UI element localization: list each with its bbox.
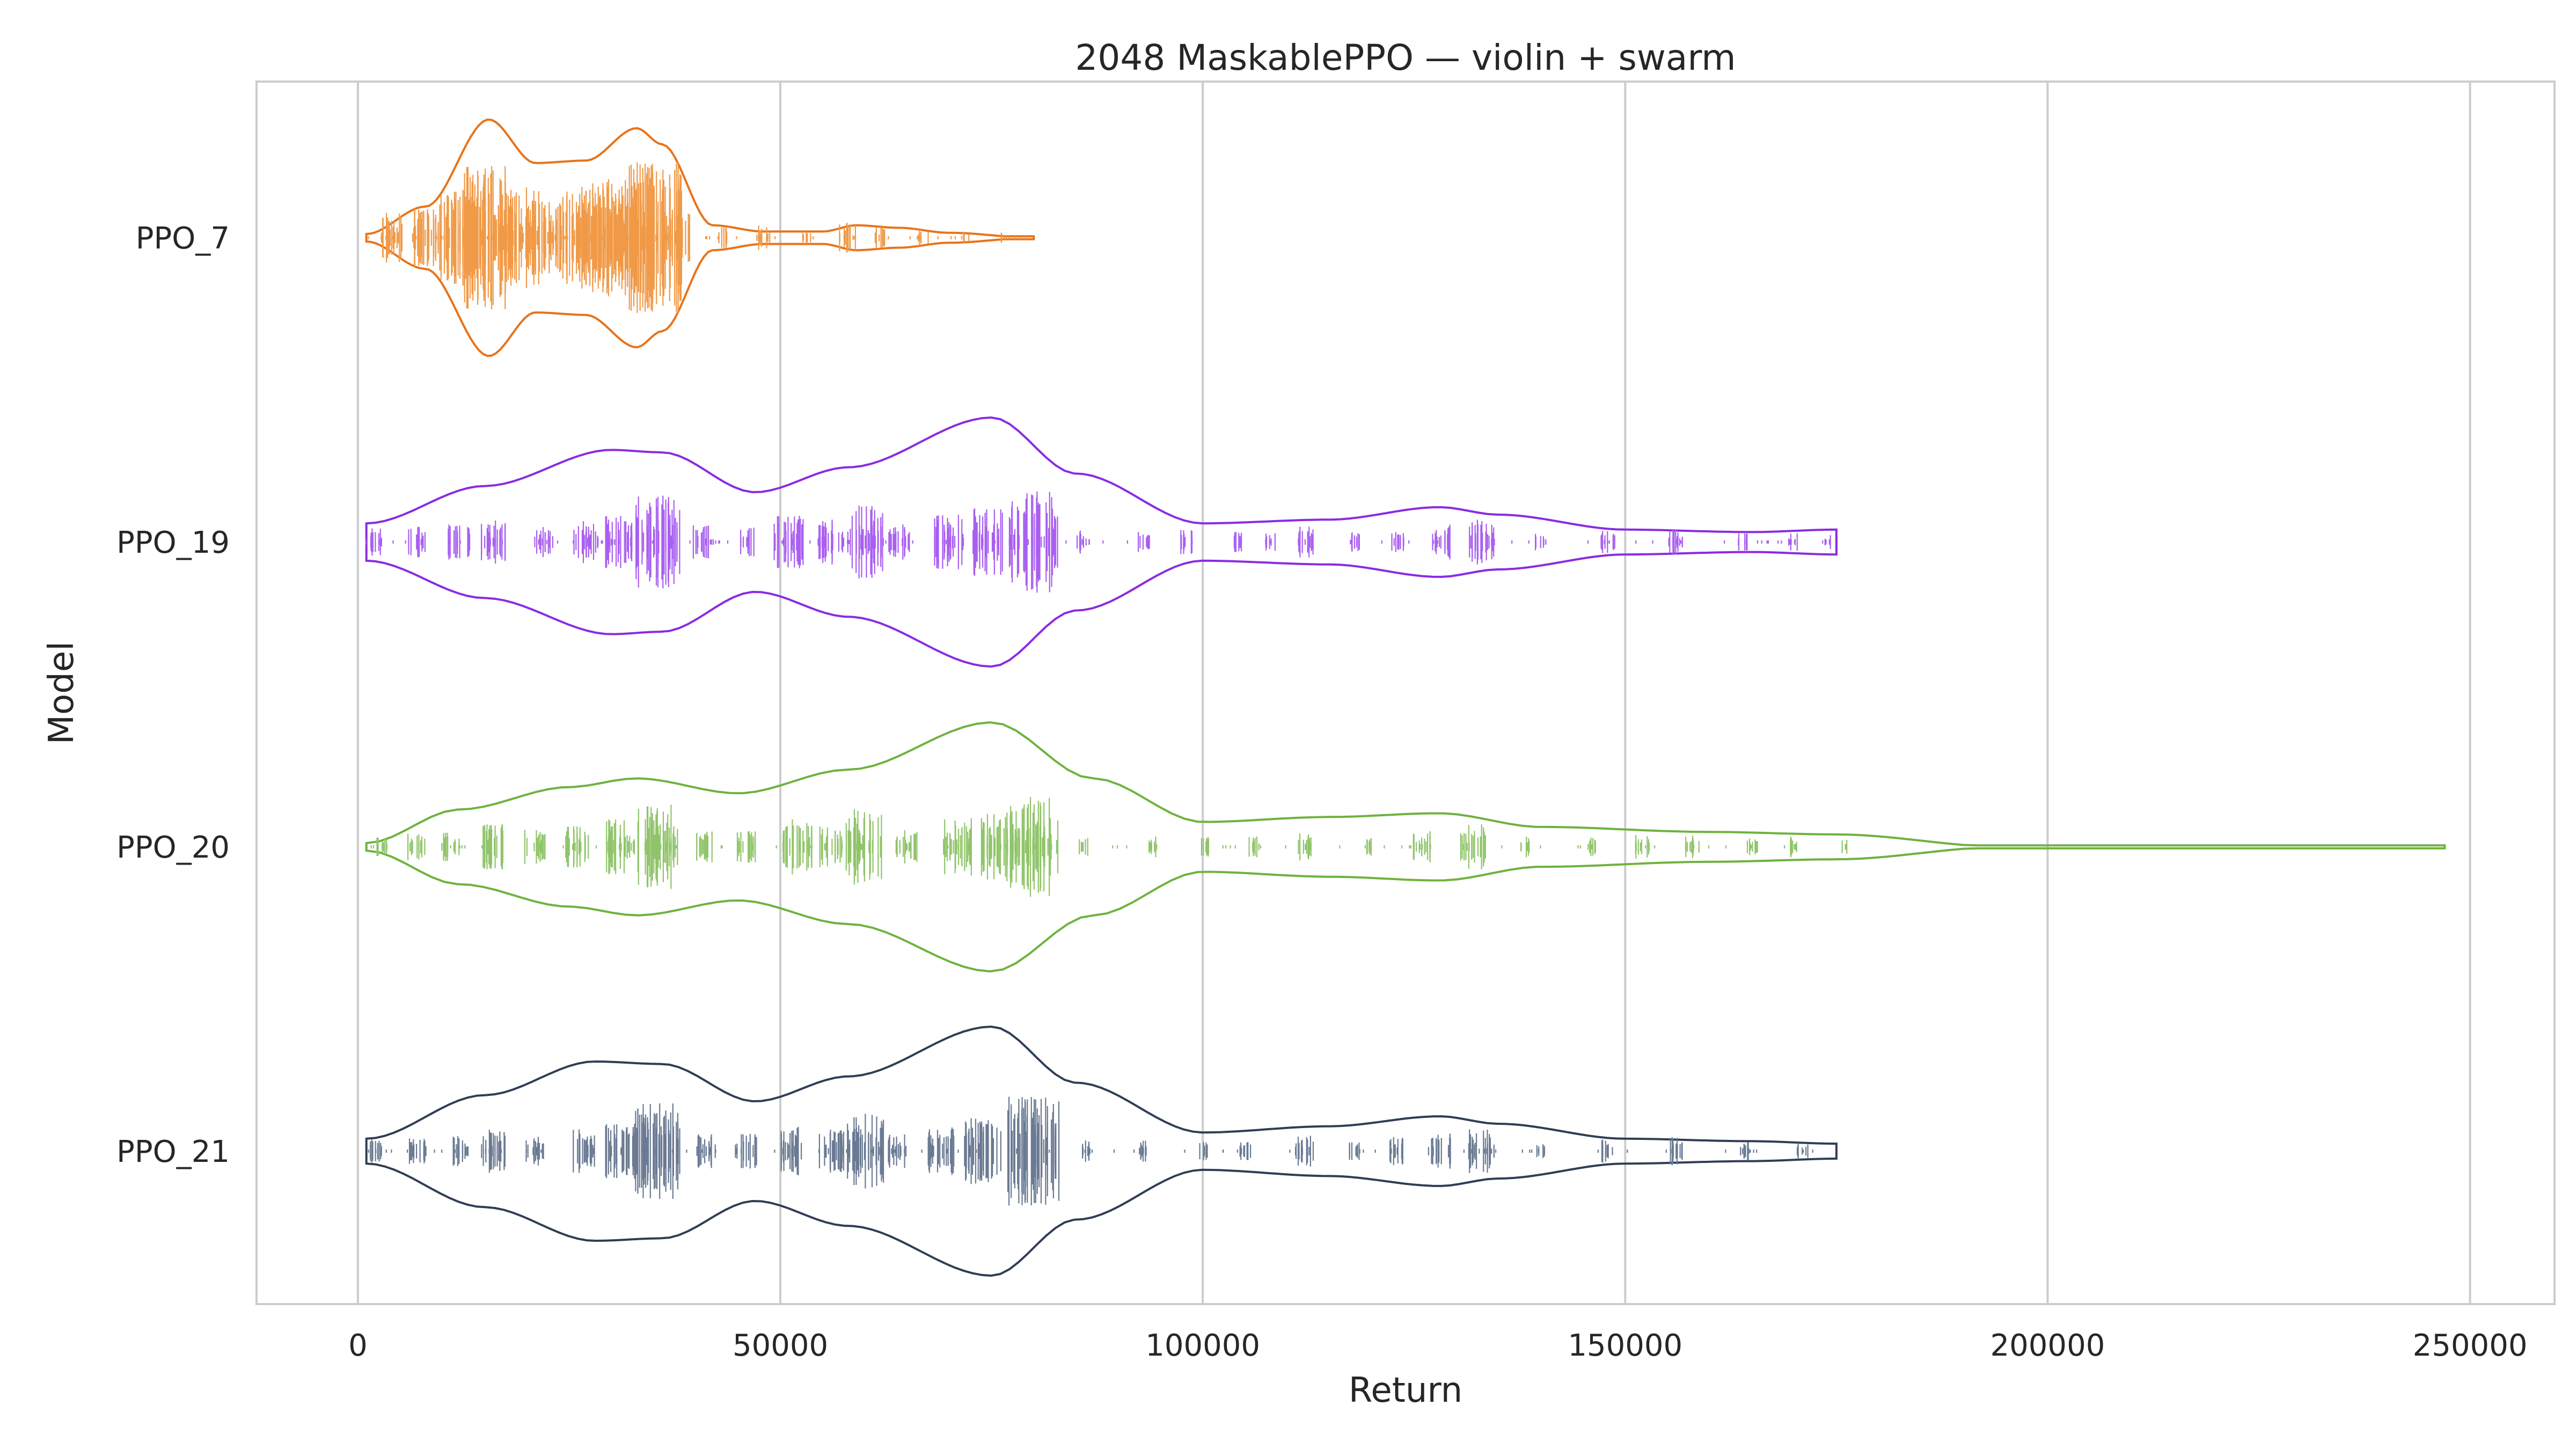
- x-axis-label: Return: [1349, 1371, 1462, 1410]
- y-tick-label: PPO_19: [116, 525, 230, 560]
- y-axis-label: Model: [42, 641, 82, 744]
- x-tick-label: 150000: [1568, 1328, 1682, 1363]
- swarm-PPO_21: [368, 1096, 1813, 1206]
- swarm-PPO_7: [368, 161, 1027, 314]
- chart-title: 2048 MaskablePPO — violin + swarm: [1075, 37, 1736, 78]
- x-tick-label: 100000: [1145, 1328, 1260, 1363]
- x-tick-labels: 0 50000 100000 150000 200000 250000: [348, 1328, 2527, 1363]
- x-tick-label: 250000: [2413, 1328, 2528, 1363]
- x-tick-label: 200000: [1990, 1328, 2105, 1363]
- violin-PPO_19: [365, 416, 1838, 668]
- violin-PPO_20: [365, 721, 2446, 973]
- violin-PPO_7: [365, 118, 1035, 357]
- violins: [365, 118, 2446, 1277]
- x-tick-label: 50000: [733, 1328, 828, 1363]
- swarm-PPO_19: [365, 491, 1831, 593]
- plot-frame: [255, 80, 2556, 1305]
- swarm-PPO_20: [370, 797, 1848, 897]
- swarm-points: [365, 161, 1848, 1206]
- y-tick-label: PPO_21: [116, 1135, 230, 1169]
- violin-PPO_21: [365, 1025, 1838, 1277]
- y-tick-label: PPO_7: [136, 221, 230, 256]
- y-tick-label: PPO_20: [116, 830, 230, 865]
- x-tick-label: 0: [348, 1328, 368, 1363]
- gridlines: [356, 82, 2471, 1304]
- y-tick-labels: PPO_7 PPO_19 PPO_20 PPO_21: [116, 221, 230, 1169]
